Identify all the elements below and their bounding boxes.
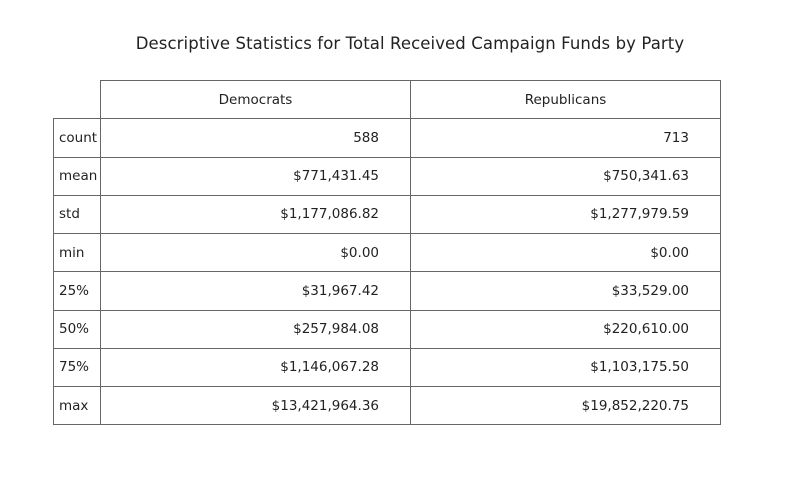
- democrats-value-cell: $1,177,086.82: [100, 194, 411, 235]
- statistics-table: Democrats Republicans count 588 713 mean $77…: [53, 79, 721, 426]
- republicans-value-cell: 713: [410, 118, 721, 158]
- republicans-value-cell: $220,610.00: [410, 309, 721, 349]
- row-label: std: [53, 194, 101, 235]
- democrats-value-cell: $257,984.08: [100, 309, 411, 349]
- democrats-value-cell: $1,146,067.28: [100, 347, 411, 388]
- republicans-value-cell: $33,529.00: [410, 271, 721, 311]
- row-label: 75%: [53, 347, 101, 388]
- table-row: min $0.00 $0.00: [53, 232, 721, 273]
- header-row: Democrats Republicans: [53, 79, 721, 120]
- republicans-value-cell: $1,277,979.59: [410, 194, 721, 235]
- row-label: min: [53, 232, 101, 273]
- democrats-value-cell: $31,967.42: [100, 271, 411, 311]
- table-row: count 588 713: [53, 118, 721, 158]
- republicans-value-cell: $750,341.63: [410, 156, 721, 196]
- row-label: 25%: [53, 271, 101, 311]
- republicans-value-cell: $1,103,175.50: [410, 347, 721, 388]
- row-label: max: [53, 385, 101, 426]
- table-row: max $13,421,964.36 $19,852,220.75: [53, 385, 721, 426]
- table-row: 75% $1,146,067.28 $1,103,175.50: [53, 347, 721, 388]
- democrats-value-cell: 588: [100, 118, 411, 158]
- table-row: 50% $257,984.08 $220,610.00: [53, 309, 721, 349]
- democrats-value-cell: $771,431.45: [100, 156, 411, 196]
- democrats-value-cell: $0.00: [100, 232, 411, 273]
- table-row: mean $771,431.45 $750,341.63: [53, 156, 721, 196]
- row-label: 50%: [53, 309, 101, 349]
- column-header-democrats: Democrats: [100, 79, 411, 120]
- row-label: mean: [53, 156, 101, 196]
- table-row: 25% $31,967.42 $33,529.00: [53, 271, 721, 311]
- column-header-republicans: Republicans: [410, 79, 721, 120]
- statistics-table-body: Democrats Republicans count 588 713 mean $77…: [53, 79, 721, 426]
- republicans-value-cell: $19,852,220.75: [410, 385, 721, 426]
- democrats-value-cell: $13,421,964.36: [100, 385, 411, 426]
- table-row: std $1,177,086.82 $1,277,979.59: [53, 194, 721, 235]
- republicans-value-cell: $0.00: [410, 232, 721, 273]
- row-label: count: [53, 118, 101, 158]
- chart-title: Descriptive Statistics for Total Receive…: [135, 34, 685, 53]
- corner-cell: [53, 80, 101, 120]
